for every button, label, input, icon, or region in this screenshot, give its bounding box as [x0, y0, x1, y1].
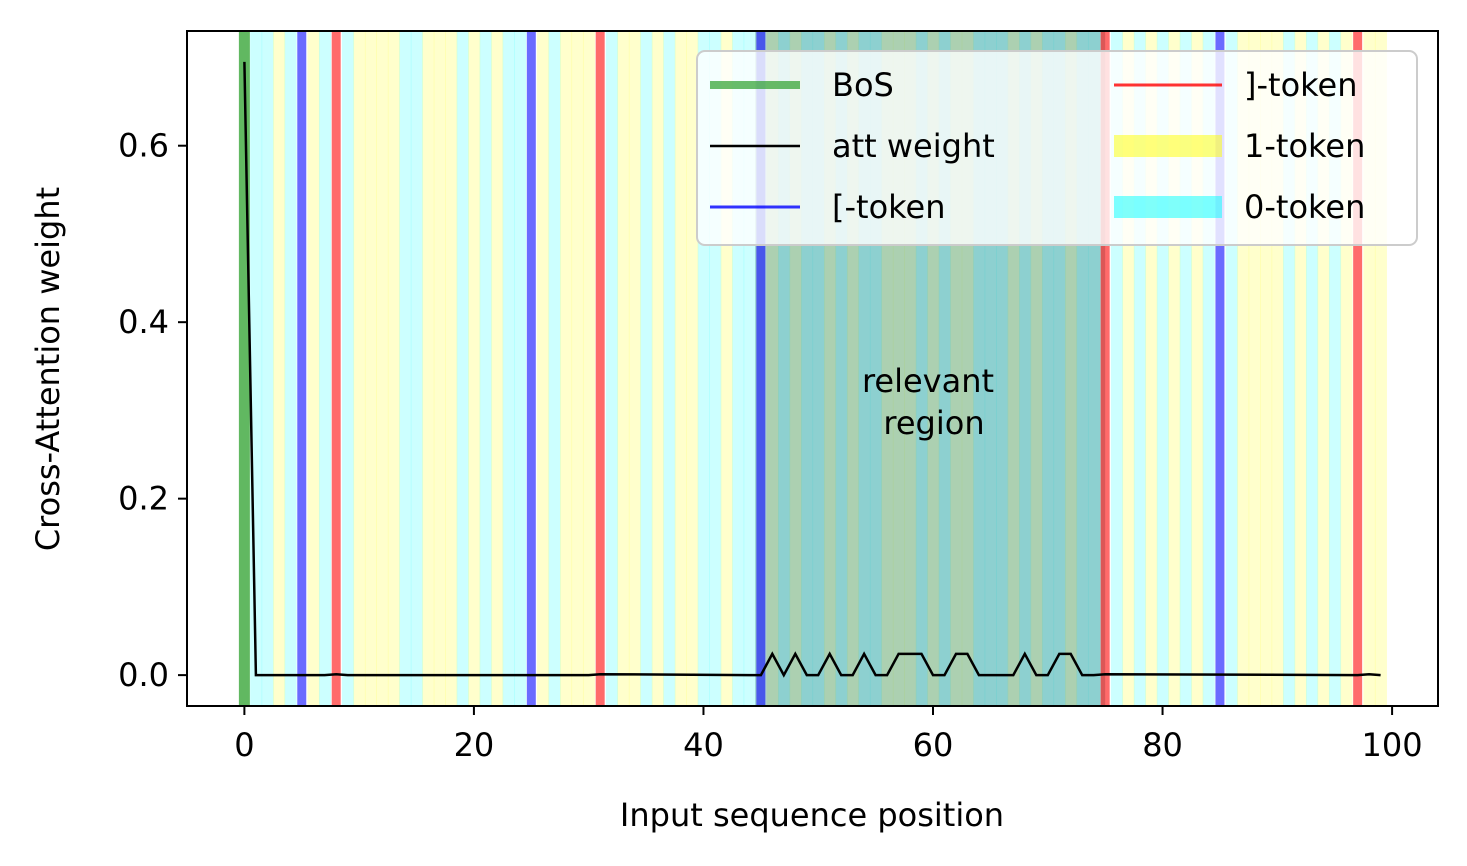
zero-token-band: [399, 31, 412, 706]
y-tick-label: 0.4: [118, 303, 169, 341]
x-tick-label: 100: [1362, 726, 1423, 764]
zero-token-band: [261, 31, 274, 706]
zero-token-band: [250, 31, 263, 706]
x-tick-label: 40: [683, 726, 724, 764]
x-tick-label: 60: [913, 726, 954, 764]
legend-label: att weight: [832, 127, 995, 165]
one-token-band: [686, 31, 699, 706]
one-token-band: [571, 31, 584, 706]
zero-token-band: [410, 31, 423, 706]
one-token-band: [617, 31, 630, 706]
y-tick-label: 0.2: [118, 480, 169, 518]
legend-swatch: [1114, 196, 1222, 218]
x-axis: 0 20 40 60 80 100: [234, 706, 1423, 764]
x-tick-label: 0: [234, 726, 254, 764]
series-att-weight-line: [243, 61, 1381, 678]
one-token-band: [353, 31, 366, 706]
legend-swatch: [1114, 135, 1222, 157]
zero-token-band: [318, 31, 332, 706]
legend-label: BoS: [832, 66, 894, 104]
one-token-band: [422, 31, 435, 706]
legend: BoS ]-token att weight 1-token [-token 0-toke…: [696, 50, 1418, 246]
zero-token-band: [514, 31, 527, 706]
annotation-line-2: region: [883, 404, 984, 442]
one-token-band: [364, 31, 377, 706]
legend-label: 0-token: [1244, 188, 1365, 226]
legend-label: [-token: [832, 188, 946, 226]
legend-label: ]-token: [1244, 66, 1358, 104]
zero-token-band: [605, 31, 618, 706]
y-tick-label: 0.0: [118, 656, 169, 694]
one-token-band: [582, 31, 596, 706]
zero-token-band: [479, 31, 492, 706]
zero-token-band: [640, 31, 653, 706]
x-axis-label: Input sequence position: [620, 796, 1004, 834]
annotation-line-1: relevant: [862, 362, 994, 400]
zero-token-band: [548, 31, 561, 706]
zero-token-band: [663, 31, 676, 706]
one-token-band: [307, 31, 320, 706]
one-token-band: [491, 31, 504, 706]
one-token-band: [376, 31, 389, 706]
zero-token-band: [341, 31, 355, 706]
one-token-band: [537, 31, 550, 706]
one-token-band: [651, 31, 664, 706]
one-token-band: [674, 31, 687, 706]
zero-token-band: [456, 31, 469, 706]
y-axis: 0.0 0.2 0.4 0.6: [118, 127, 187, 694]
x-tick-label: 20: [454, 726, 495, 764]
one-token-band: [273, 31, 286, 706]
y-tick-label: 0.6: [118, 127, 169, 165]
x-tick-label: 80: [1142, 726, 1183, 764]
legend-label: 1-token: [1244, 127, 1365, 165]
one-token-band: [628, 31, 641, 706]
one-token-band: [387, 31, 400, 706]
one-token-band: [468, 31, 481, 706]
one-token-band: [560, 31, 573, 706]
one-token-band: [445, 31, 458, 706]
legend-box: [696, 50, 1418, 246]
zero-token-band: [284, 31, 297, 706]
y-axis-label: Cross-Attention weight: [29, 187, 67, 551]
plot-frame: [186, 30, 1439, 707]
zero-token-band: [502, 31, 515, 706]
one-token-band: [433, 31, 446, 706]
